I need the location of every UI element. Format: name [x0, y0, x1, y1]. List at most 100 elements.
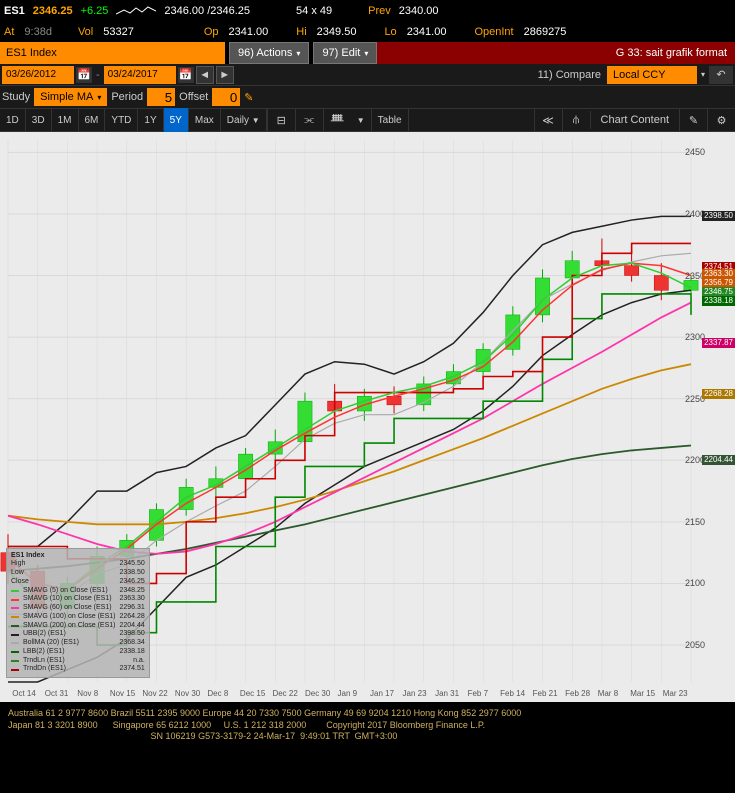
x-tick: Dec 22	[272, 689, 297, 698]
hi-value: 2349.50	[317, 26, 357, 38]
x-tick: Jan 9	[338, 689, 358, 698]
x-tick: Feb 21	[533, 689, 558, 698]
study-row: Study Simple MA▾ Period Offset ✎	[0, 86, 735, 108]
x-tick: Dec 30	[305, 689, 330, 698]
lo-value: 2341.00	[407, 26, 447, 38]
range-5y[interactable]: 5Y	[164, 108, 189, 132]
x-tick: Oct 31	[45, 689, 69, 698]
range-1d[interactable]: 1D	[0, 108, 26, 132]
chart-content-button[interactable]: Chart Content	[590, 111, 679, 129]
chart-type-icon[interactable]: ⫘	[295, 108, 323, 132]
range-1m[interactable]: 1M	[52, 108, 79, 132]
indicators-icon[interactable]: ᚙ	[323, 108, 351, 132]
price-flag: 2268.28	[702, 389, 735, 399]
at-label: At	[4, 26, 14, 38]
vol-label: Vol	[78, 26, 93, 38]
x-tick: Jan 17	[370, 689, 394, 698]
legend-box: ES1 IndexHigh2345.50Low2338.50Close2346.…	[6, 548, 150, 679]
footer: Australia 61 2 9777 8600 Brazil 5511 239…	[0, 702, 735, 749]
toolbar-row: 1D3D1M6MYTD1Y5YMax Daily ▼ ⊟ ⫘ ᚙ ▼ Table…	[0, 108, 735, 132]
x-tick: Mar 23	[663, 689, 688, 698]
study-label: Study	[2, 91, 30, 103]
x-tick: Feb 14	[500, 689, 525, 698]
symbol: ES1	[4, 5, 25, 17]
settings-icon[interactable]: ⚙	[707, 108, 735, 132]
x-tick: Mar 15	[630, 689, 655, 698]
at-value: 9:38d	[24, 26, 52, 38]
x-tick: Feb 28	[565, 689, 590, 698]
offset-label: Offset	[179, 91, 208, 103]
y-tick: 2150	[685, 517, 705, 527]
bid-ask-size: 54 x 49	[296, 5, 332, 17]
prev-value: 2340.00	[399, 5, 439, 17]
table-button[interactable]: Table	[372, 108, 409, 132]
calendar-to-icon[interactable]: 📅	[178, 67, 194, 83]
range-max[interactable]: Max	[189, 108, 221, 132]
price-flag: 2346.75	[702, 287, 735, 297]
range-1y[interactable]: 1Y	[138, 108, 163, 132]
range-3d[interactable]: 3D	[26, 108, 52, 132]
date-to-input[interactable]	[104, 66, 176, 84]
offset-input[interactable]	[212, 88, 240, 106]
freq-dropdown[interactable]: Daily ▼	[221, 108, 267, 132]
x-tick: Dec 8	[207, 689, 228, 698]
lo-label: Lo	[384, 26, 396, 38]
x-tick: Oct 14	[12, 689, 36, 698]
last-price: 2346.25	[33, 5, 73, 17]
quote-header: ES1 2346.25 +6.25 2346.00 /2346.25 54 x …	[0, 0, 735, 22]
range-6m[interactable]: 6M	[79, 108, 106, 132]
edit-study-icon[interactable]: ✎	[244, 91, 253, 104]
message-bar: G 33: sait grafik format	[377, 42, 735, 64]
chart-area[interactable]: 205021002150220022502300235024002450 Oct…	[0, 132, 735, 702]
footer-line3: SN 106219 G573-3179-2 24-Mar-17 9:49:01 …	[8, 731, 727, 743]
period-label: Period	[111, 91, 143, 103]
x-tick: Nov 8	[77, 689, 98, 698]
quote-subheader: At 9:38d Vol 53327 Op 2341.00 Hi 2349.50…	[0, 22, 735, 42]
x-tick: Mar 8	[598, 689, 618, 698]
ticker-input[interactable]: ES1 Index	[0, 42, 225, 64]
price-flag: 2337.87	[702, 338, 735, 348]
next-range-button[interactable]: ►	[216, 66, 234, 84]
price-flag: 2338.18	[702, 296, 735, 306]
x-tick: Dec 15	[240, 689, 265, 698]
price-flag: 2204.44	[702, 455, 735, 465]
sparkline-icon	[116, 4, 156, 18]
edit-button[interactable]: 97) Edit▾	[313, 42, 377, 64]
prev-range-button[interactable]: ◄	[196, 66, 214, 84]
dropdown-icon[interactable]: ▼	[351, 108, 372, 132]
split-icon[interactable]: ⊟	[267, 108, 295, 132]
footer-line1: Australia 61 2 9777 8600 Brazil 5511 239…	[8, 708, 727, 720]
op-value: 2341.00	[229, 26, 269, 38]
x-tick: Jan 23	[403, 689, 427, 698]
vol-value: 53327	[103, 26, 134, 38]
oi-value: 2869275	[524, 26, 567, 38]
x-tick: Nov 15	[110, 689, 135, 698]
x-tick: Nov 30	[175, 689, 200, 698]
annotate-icon[interactable]: ✎	[679, 108, 707, 132]
date-from-input[interactable]	[2, 66, 74, 84]
y-tick: 2450	[685, 147, 705, 157]
hi-label: Hi	[296, 26, 306, 38]
calendar-from-icon[interactable]: 📅	[76, 67, 92, 83]
date-row: 📅 - 📅 ◄ ► 11) Compare Local CCY ▾ ↶	[0, 64, 735, 86]
change: +6.25	[81, 5, 109, 17]
command-row: ES1 Index 96) Actions▾ 97) Edit▾ G 33: s…	[0, 42, 735, 64]
stats-icon[interactable]: ⫛	[562, 108, 590, 132]
collapse-icon[interactable]: ≪	[534, 108, 562, 132]
x-tick: Jan 31	[435, 689, 459, 698]
study-dropdown[interactable]: Simple MA▾	[34, 88, 107, 106]
bid-ask: 2346.00 /2346.25	[164, 5, 250, 17]
range-ytd[interactable]: YTD	[105, 108, 138, 132]
compare-label: 11) Compare	[538, 69, 601, 81]
op-label: Op	[204, 26, 219, 38]
actions-button[interactable]: 96) Actions▾	[229, 42, 309, 64]
oi-label: OpenInt	[474, 26, 513, 38]
price-flag: 2398.50	[702, 211, 735, 221]
x-tick: Nov 22	[142, 689, 167, 698]
x-tick: Feb 7	[468, 689, 488, 698]
footer-line2: Japan 81 3 3201 8900 Singapore 65 6212 1…	[8, 720, 727, 732]
compare-dropdown[interactable]: Local CCY	[607, 66, 697, 84]
period-input[interactable]	[147, 88, 175, 106]
prev-label: Prev	[368, 5, 391, 17]
undo-button[interactable]: ↶	[709, 66, 733, 84]
